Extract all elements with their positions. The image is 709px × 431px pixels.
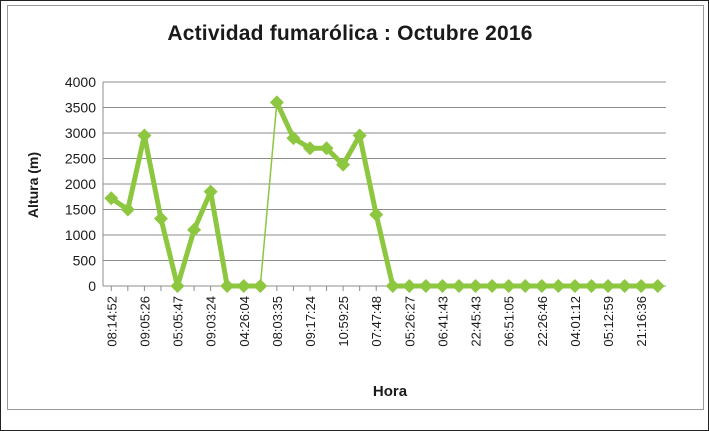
y-tick-label: 3000 xyxy=(65,125,96,141)
data-point xyxy=(435,279,450,293)
x-axis-label: Hora xyxy=(373,383,408,400)
series-segment xyxy=(141,133,164,222)
series-segment xyxy=(357,133,379,218)
y-tick-label: 2000 xyxy=(65,176,96,192)
x-tick-label: 04:01:12 xyxy=(568,296,583,347)
x-tick-label: 07:47:48 xyxy=(369,296,384,347)
data-point xyxy=(518,279,533,293)
series-segment xyxy=(373,212,396,289)
data-point xyxy=(584,279,599,293)
data-point xyxy=(120,202,135,217)
x-tick-label: 05:26:27 xyxy=(402,296,417,347)
data-point xyxy=(452,279,467,293)
data-point xyxy=(302,141,317,156)
data-point xyxy=(634,279,649,293)
series-segment xyxy=(175,227,197,289)
chart-title: Actividad fumarólica : Octubre 2016 xyxy=(167,22,533,45)
series-segment xyxy=(208,189,230,289)
y-tick-label: 1500 xyxy=(65,202,96,218)
data-point xyxy=(468,279,483,293)
data-point xyxy=(534,279,549,293)
data-point xyxy=(253,279,268,293)
y-tick-label: 500 xyxy=(73,253,97,269)
series-segment xyxy=(191,189,214,233)
data-point xyxy=(104,191,119,206)
data-point xyxy=(617,279,632,293)
x-tick-label: 04:26:04 xyxy=(237,296,252,347)
data-point xyxy=(137,128,152,143)
data-point xyxy=(385,279,400,293)
x-tick-label: 05:12:59 xyxy=(601,296,616,347)
x-tick-label: 09:17:24 xyxy=(303,296,318,347)
series-segment xyxy=(125,133,147,212)
x-tick-label: 22:45:43 xyxy=(469,296,484,347)
data-point xyxy=(402,279,417,293)
x-tick-label: 21:16:36 xyxy=(634,296,649,347)
chart-area-border xyxy=(7,5,704,410)
x-tick-label: 05:05:47 xyxy=(171,296,186,347)
data-point xyxy=(153,211,168,226)
data-point xyxy=(236,279,251,293)
y-tick-label: 1000 xyxy=(65,227,96,243)
data-point xyxy=(220,279,235,293)
data-point xyxy=(203,184,218,199)
data-point xyxy=(286,131,301,146)
x-tick-label: 10:59:25 xyxy=(336,296,351,347)
data-point xyxy=(319,141,334,156)
data-point xyxy=(418,279,433,293)
x-tick-label: 08:03:35 xyxy=(270,296,285,347)
x-tick-label: 22:26:46 xyxy=(535,296,550,347)
data-point xyxy=(601,279,616,293)
x-tick-label: 06:41:43 xyxy=(435,296,450,347)
data-point xyxy=(336,157,351,172)
data-point xyxy=(187,222,202,237)
x-axis-ticks: 08:14:52 09:05:26 05:05:47 09:03:24 04:26:04… xyxy=(104,286,659,347)
y-tick-label: 2500 xyxy=(65,151,96,167)
series-segment xyxy=(274,99,296,141)
data-point xyxy=(501,279,516,293)
series-segment xyxy=(340,133,363,168)
x-tick-label: 09:05:26 xyxy=(137,296,152,347)
series-layer xyxy=(104,95,665,293)
y-tick-label: 4000 xyxy=(65,74,96,90)
x-tick-label: 06:51:05 xyxy=(502,296,517,347)
x-tick-label: 09:03:24 xyxy=(204,296,219,347)
data-point xyxy=(567,279,582,293)
y-axis-label: Altura (m) xyxy=(25,152,41,218)
data-point xyxy=(170,279,185,293)
series-segment xyxy=(259,101,278,287)
data-point xyxy=(269,95,284,110)
series-segment xyxy=(158,216,181,289)
y-axis-ticks: 0 500 1000 1500 2000 2500 3000 3500 4000 xyxy=(65,74,96,294)
gridlines xyxy=(102,81,666,287)
data-point xyxy=(650,279,665,293)
data-point xyxy=(352,128,367,143)
data-point xyxy=(369,207,384,222)
data-point xyxy=(485,279,500,293)
x-tick-label: 08:14:52 xyxy=(104,296,119,347)
y-tick-label: 0 xyxy=(88,278,96,294)
data-point xyxy=(551,279,566,293)
y-tick-label: 3500 xyxy=(65,100,96,116)
